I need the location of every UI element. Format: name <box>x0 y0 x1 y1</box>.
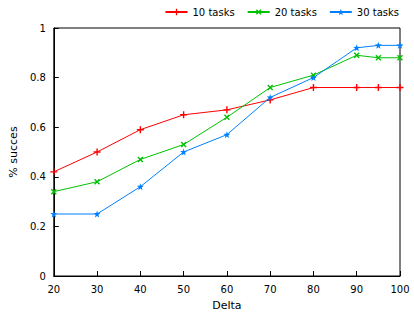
svg-text:100: 100 <box>390 284 409 295</box>
svg-text:0: 0 <box>39 271 45 282</box>
svg-text:0.4: 0.4 <box>30 171 46 182</box>
svg-text:40: 40 <box>134 284 147 295</box>
svg-text:30: 30 <box>91 284 104 295</box>
svg-text:0.2: 0.2 <box>30 221 46 232</box>
svg-text:20: 20 <box>47 284 60 295</box>
svg-text:50: 50 <box>177 284 190 295</box>
svg-text:% succes: % succes <box>7 126 20 178</box>
svg-text:1: 1 <box>39 23 45 34</box>
svg-text:30 tasks: 30 tasks <box>357 7 399 18</box>
svg-text:60: 60 <box>221 284 234 295</box>
svg-text:20 tasks: 20 tasks <box>275 7 317 18</box>
svg-text:80: 80 <box>307 284 320 295</box>
svg-text:10 tasks: 10 tasks <box>193 7 235 18</box>
svg-text:Delta: Delta <box>212 299 241 312</box>
svg-text:0.6: 0.6 <box>30 122 46 133</box>
svg-text:70: 70 <box>264 284 277 295</box>
svg-text:90: 90 <box>350 284 363 295</box>
svg-text:0.8: 0.8 <box>30 72 46 83</box>
